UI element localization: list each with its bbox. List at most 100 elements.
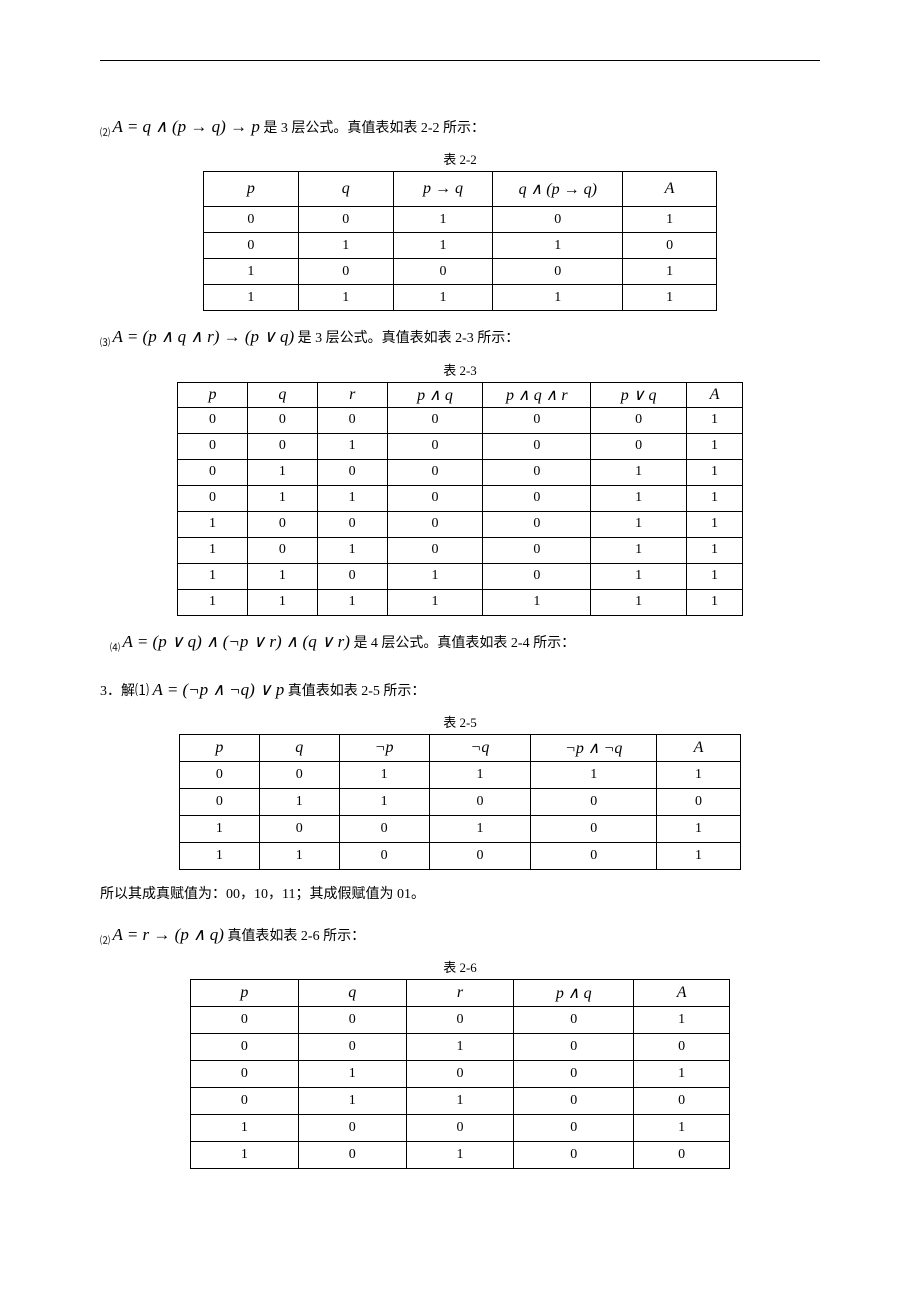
table-cell: 0 <box>387 511 483 537</box>
table-cell: 1 <box>591 485 687 511</box>
table-cell: 1 <box>493 285 623 311</box>
table-cell: 0 <box>247 433 317 459</box>
formula-2: A = q ∧ (p → q) → p <box>113 117 260 136</box>
table-header-cell: p <box>178 382 248 407</box>
para-item-4: ⑷ A = (p ∨ q) ∧ (¬p ∨ r) ∧ (q ∨ r) 是 4 层… <box>110 626 820 658</box>
table-cell: 0 <box>317 563 387 589</box>
table-row: 0000001 <box>178 407 743 433</box>
table-row: 0010001 <box>178 433 743 459</box>
table-header-cell: p ∨ q <box>591 382 687 407</box>
table-cell: 0 <box>591 433 687 459</box>
table-cell: 0 <box>298 207 393 233</box>
table-cell: 1 <box>387 589 483 615</box>
table-cell: 0 <box>387 459 483 485</box>
table-cell: 0 <box>339 843 429 870</box>
table-row: 00101 <box>204 207 717 233</box>
table-cell: 1 <box>531 762 657 789</box>
table-cell: 0 <box>623 233 717 259</box>
top-rule <box>100 60 820 61</box>
table-cell: 0 <box>531 816 657 843</box>
table-cell: 0 <box>483 511 591 537</box>
table-cell: 0 <box>406 1115 514 1142</box>
table-cell: 1 <box>406 1142 514 1169</box>
table-cell: 1 <box>483 589 591 615</box>
table-header-cell: p ∧ q ∧ r <box>483 382 591 407</box>
table-cell: 0 <box>514 1115 634 1142</box>
table-cell: 1 <box>687 511 743 537</box>
caption-2-6: 表 2-6 <box>100 957 820 976</box>
table-cell: 0 <box>178 485 248 511</box>
table-row: 11111 <box>204 285 717 311</box>
marker-q3-2: ⑵ <box>100 936 113 947</box>
trail-q3-2: 真值表如表 2-6 所示： <box>227 929 365 944</box>
caption-2-2: 表 2-2 <box>100 149 820 168</box>
table-cell: 1 <box>406 1088 514 1115</box>
table-cell: 0 <box>393 259 493 285</box>
table-cell: 1 <box>634 1115 730 1142</box>
table-cell: 0 <box>493 259 623 285</box>
table-row: 10001 <box>191 1115 730 1142</box>
table-cell: 1 <box>178 589 248 615</box>
table-cell: 1 <box>687 537 743 563</box>
table-cell: 1 <box>191 1115 299 1142</box>
table-2-2: pqp → qq ∧ (p → q)A00101011101000111111 <box>203 171 717 311</box>
table-cell: 1 <box>247 459 317 485</box>
table-cell: 1 <box>591 589 687 615</box>
table-cell: 1 <box>298 285 393 311</box>
para-item-3: ⑶ A = (p ∧ q ∧ r) → (p ∨ q) 是 3 层公式。真值表如… <box>100 321 820 353</box>
table-cell: 0 <box>204 207 299 233</box>
table-cell: 0 <box>298 1034 406 1061</box>
table-cell: 0 <box>483 459 591 485</box>
table-row: 110001 <box>180 843 741 870</box>
table-header-cell: r <box>406 980 514 1007</box>
table-cell: 1 <box>387 563 483 589</box>
table-cell: 1 <box>339 789 429 816</box>
marker-2: ⑵ <box>100 128 113 139</box>
table-cell: 1 <box>180 843 260 870</box>
table-row: 01110 <box>204 233 717 259</box>
table-cell: 1 <box>204 285 299 311</box>
table-cell: 1 <box>317 589 387 615</box>
table-2-3: pqrp ∧ qp ∧ q ∧ rp ∨ qA00000010010001010… <box>177 382 743 616</box>
table-cell: 1 <box>247 563 317 589</box>
table-header-cell: p ∧ q <box>387 382 483 407</box>
table-cell: 0 <box>298 1115 406 1142</box>
table-header-cell: q <box>298 172 393 207</box>
table-cell: 0 <box>317 459 387 485</box>
table-cell: 0 <box>514 1007 634 1034</box>
table-header-cell: ¬p <box>339 735 429 762</box>
table-header-cell: q <box>247 382 317 407</box>
table-header-cell: q <box>259 735 339 762</box>
table-row: 10100 <box>191 1142 730 1169</box>
table-cell: 1 <box>339 762 429 789</box>
table-row: 0100011 <box>178 459 743 485</box>
table-cell: 1 <box>298 1061 406 1088</box>
table-cell: 1 <box>178 537 248 563</box>
trail-4: 是 4 层公式。真值表如表 2-4 所示： <box>353 636 575 651</box>
table-cell: 0 <box>429 843 531 870</box>
table-cell: 1 <box>178 563 248 589</box>
para-item-2: ⑵ A = q ∧ (p → q) → p 是 3 层公式。真值表如表 2-2 … <box>100 111 820 143</box>
table-row: 100101 <box>180 816 741 843</box>
table-cell: 1 <box>634 1007 730 1034</box>
table-header-cell: r <box>317 382 387 407</box>
table-cell: 0 <box>634 1142 730 1169</box>
table-cell: 1 <box>591 459 687 485</box>
table-cell: 1 <box>623 285 717 311</box>
table-header-cell: A <box>687 382 743 407</box>
table-cell: 1 <box>623 207 717 233</box>
table-cell: 1 <box>406 1034 514 1061</box>
assignment-line: 所以其成真赋值为：00，10，11；其成假赋值为 01。 <box>100 882 820 909</box>
para-q3-1: 3．解⑴ A = (¬p ∧ ¬q) ∨ p 真值表如表 2-5 所示： <box>100 674 820 706</box>
formula-3: A = (p ∧ q ∧ r) → (p ∨ q) <box>113 327 295 346</box>
table-2-6: pqrp ∧ qA000010010001001011001000110100 <box>190 979 730 1169</box>
caption-2-5: 表 2-5 <box>100 712 820 731</box>
table-cell: 1 <box>247 485 317 511</box>
table-cell: 0 <box>191 1034 299 1061</box>
table-cell: 0 <box>514 1061 634 1088</box>
table-cell: 1 <box>687 433 743 459</box>
table-header-cell: q ∧ (p → q) <box>493 172 623 207</box>
table-cell: 1 <box>178 511 248 537</box>
table-cell: 0 <box>387 433 483 459</box>
table-cell: 1 <box>429 816 531 843</box>
